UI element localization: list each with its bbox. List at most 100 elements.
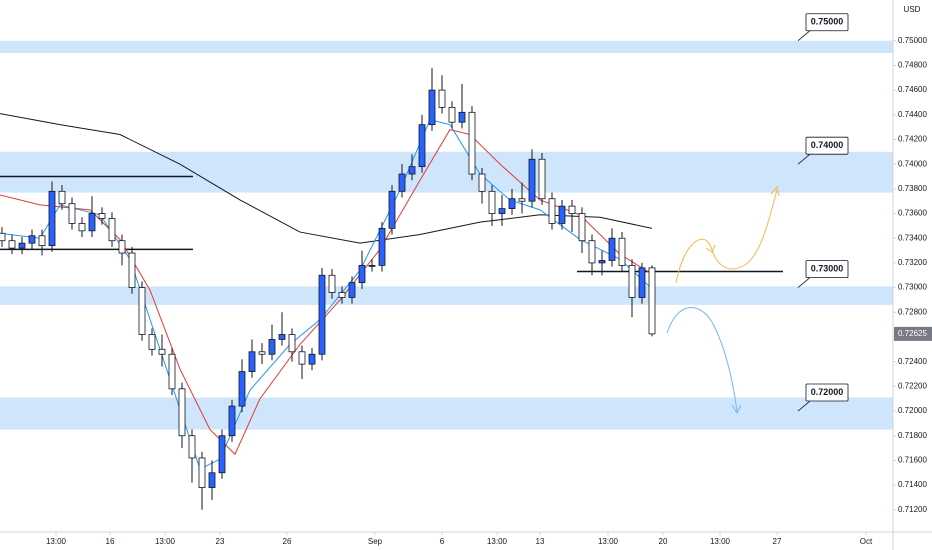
y-tick-label: 0.73600 — [898, 209, 927, 218]
candle-body — [388, 190, 396, 229]
candle-body — [68, 203, 76, 224]
candle-body — [378, 227, 386, 266]
candle-body — [288, 334, 296, 353]
candle-body — [358, 264, 366, 284]
candle-body — [258, 351, 266, 355]
callout-pointer — [797, 30, 811, 42]
x-tick-label: 13:00 — [487, 537, 508, 546]
candle-body — [438, 89, 446, 108]
candle-body — [128, 252, 136, 289]
candle-body — [608, 237, 616, 261]
candle-body — [178, 388, 186, 437]
x-tick-label: 26 — [283, 537, 292, 546]
zones — [0, 40, 893, 430]
y-tick-label: 0.73000 — [898, 283, 927, 292]
candle-body — [348, 282, 356, 298]
y-tick-label: 0.74600 — [898, 85, 927, 94]
candle-body — [508, 198, 516, 210]
candle-body — [28, 235, 36, 244]
candle-body — [518, 198, 526, 202]
y-tick-label: 0.74200 — [898, 135, 927, 144]
candle-body — [338, 292, 346, 298]
candle-body — [648, 267, 656, 335]
candle-body — [228, 405, 236, 437]
last-price-box — [894, 326, 932, 341]
candle-body — [138, 287, 146, 335]
bearish-arrow — [666, 306, 738, 413]
callout-box — [805, 260, 849, 279]
candle-body — [18, 242, 26, 249]
x-tick-label: 20 — [659, 537, 668, 546]
x-tick-label: 13 — [536, 537, 545, 546]
x-tick-label: 27 — [773, 537, 782, 546]
candle-body — [118, 240, 126, 254]
x-tick-label: Sep — [368, 537, 383, 546]
y-tick-label: 0.73800 — [898, 184, 927, 193]
candle-body — [78, 223, 86, 232]
candle-body — [238, 371, 246, 407]
candle-body — [58, 190, 66, 205]
candle-body — [108, 218, 116, 242]
candle-body — [158, 348, 166, 355]
x-tick-label: 13:00 — [155, 537, 176, 546]
candle-body — [318, 274, 326, 355]
callout-label: 0.73000 — [811, 263, 844, 273]
candle-body — [278, 334, 286, 340]
y-tick-label: 0.72800 — [898, 307, 927, 316]
x-tick-label: 16 — [106, 537, 115, 546]
candle-body — [208, 472, 216, 488]
callout-box — [805, 383, 849, 402]
x-tick-label: 23 — [216, 537, 225, 546]
y-tick-label: 0.72000 — [898, 406, 927, 415]
candle-body — [98, 213, 106, 219]
y-tick-label: 0.74800 — [898, 61, 927, 70]
y-tick-label: 0.74000 — [898, 159, 927, 168]
candle-body — [0, 232, 6, 242]
candle-body — [488, 190, 496, 214]
support-zone — [0, 40, 893, 54]
candle-body — [578, 213, 586, 242]
candle-body — [308, 353, 316, 365]
callout-label: 0.72000 — [811, 387, 844, 397]
candle-body — [188, 435, 196, 459]
plot — [0, 67, 783, 510]
candle-body — [498, 208, 506, 214]
callout-pointer — [797, 400, 811, 412]
y-tick-label: 0.71400 — [898, 480, 927, 489]
candle-body — [328, 274, 336, 293]
candle-body — [398, 173, 406, 192]
y-tick-label: 0.73200 — [898, 258, 927, 267]
candle-body — [198, 457, 206, 488]
last-price-label: 0.72625 — [898, 329, 927, 338]
callout-label: 0.74000 — [811, 140, 844, 150]
candle-body — [638, 267, 646, 298]
callout-pointer — [797, 277, 811, 288]
candle-body — [8, 240, 16, 249]
callout-label: 0.75000 — [811, 17, 844, 27]
x-tick-label: 6 — [440, 537, 445, 546]
candle-body — [478, 173, 486, 192]
bullish-arrow — [675, 189, 778, 284]
candle-body — [38, 235, 46, 247]
x-tick-label: 13:00 — [710, 537, 731, 546]
support-zone — [0, 286, 893, 305]
candle-body — [618, 237, 626, 266]
candle-body — [548, 198, 556, 224]
y-tick-label: 0.75000 — [898, 36, 927, 45]
y-tick-label: 0.72200 — [898, 381, 927, 390]
arrow-head — [705, 244, 716, 253]
arrow-head — [731, 404, 742, 415]
candle-body — [568, 205, 576, 214]
currency-label: USD — [904, 5, 921, 14]
support-zone — [0, 151, 893, 193]
y-tick-label: 0.71600 — [898, 456, 927, 465]
candle-body — [558, 205, 566, 224]
candle-body — [428, 89, 436, 126]
candle-body — [148, 334, 156, 350]
candle-body — [408, 166, 416, 175]
candle-body — [468, 111, 476, 175]
support-zone — [0, 397, 893, 430]
